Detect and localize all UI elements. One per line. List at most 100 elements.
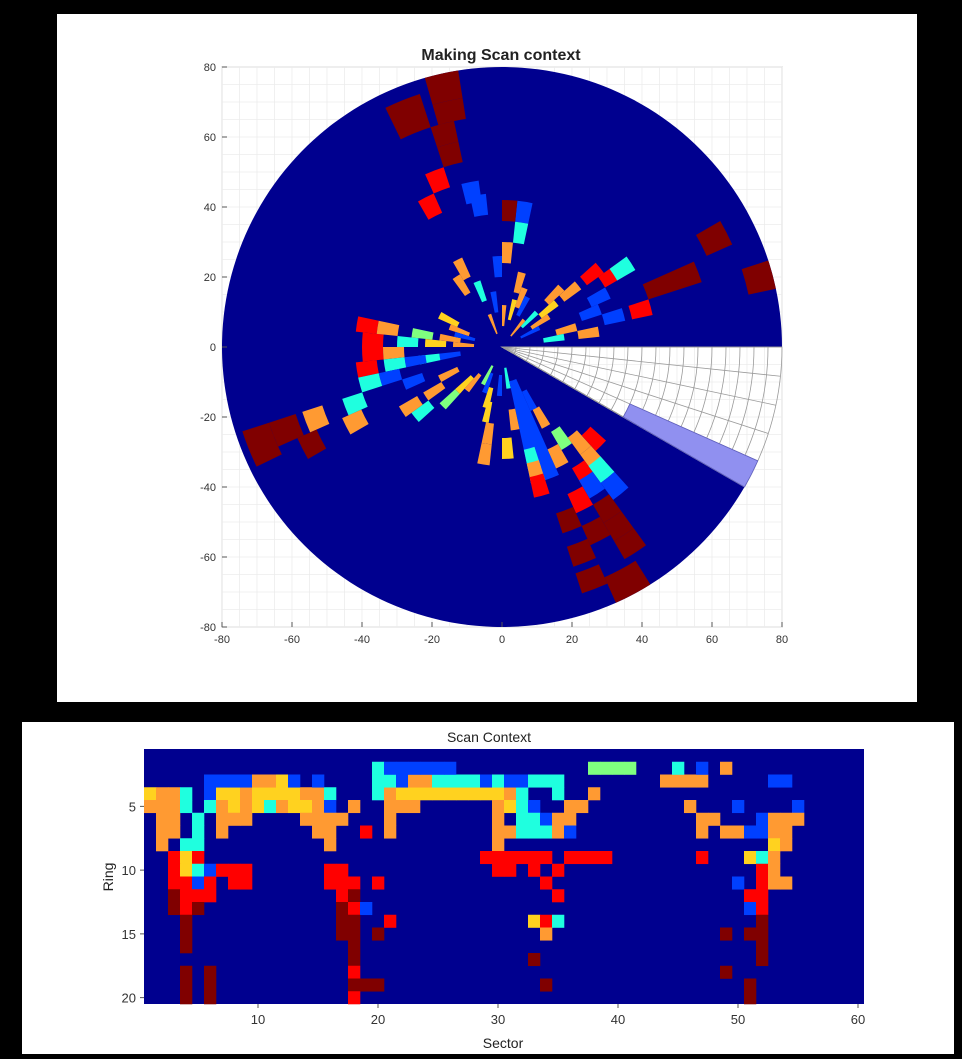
scan-bin bbox=[581, 516, 611, 546]
scan-bin bbox=[342, 409, 369, 435]
heatmap-cell bbox=[168, 851, 181, 865]
scan-bin bbox=[378, 368, 403, 386]
scan-bin bbox=[507, 299, 518, 321]
scan-bin bbox=[578, 304, 602, 322]
heatmap-cell bbox=[372, 978, 385, 992]
x-tick-label: -80 bbox=[214, 634, 230, 646]
scan-bin bbox=[383, 357, 407, 372]
wedge-spoke bbox=[501, 346, 769, 434]
heatmap-cell bbox=[192, 812, 205, 826]
heatmap-cell bbox=[336, 914, 349, 928]
heatmap-cell bbox=[396, 800, 409, 814]
heatmap-cell bbox=[240, 800, 253, 814]
heatmap-y-tick-label: 20 bbox=[122, 991, 136, 1006]
heatmap-cell bbox=[348, 876, 361, 890]
heatmap-cell bbox=[348, 978, 361, 992]
heatmap-cell bbox=[204, 889, 217, 903]
heatmap-cell bbox=[384, 800, 397, 814]
scan-bin bbox=[455, 375, 474, 394]
heatmap-cell bbox=[168, 889, 181, 903]
scan-bin bbox=[559, 281, 582, 302]
heatmap-cell bbox=[768, 851, 781, 865]
wedge-spoke bbox=[501, 346, 781, 377]
scan-bin bbox=[398, 396, 423, 417]
heatmap-cell bbox=[780, 825, 793, 839]
scan-bin bbox=[504, 367, 511, 389]
heatmap-x-tick-label: 10 bbox=[251, 1012, 265, 1027]
heatmap-cell bbox=[348, 940, 361, 954]
heatmap-cell bbox=[516, 787, 529, 801]
heatmap-cell bbox=[240, 812, 253, 826]
heatmap-cell bbox=[216, 812, 229, 826]
heatmap-cell bbox=[348, 889, 361, 903]
scan-bin bbox=[543, 333, 565, 343]
heatmap-cell bbox=[420, 761, 433, 775]
heatmap-cell bbox=[372, 876, 385, 890]
heatmap-cell bbox=[744, 825, 757, 839]
scan-bin bbox=[448, 324, 471, 337]
heatmap-cell bbox=[276, 787, 289, 801]
heatmap-cell bbox=[660, 774, 673, 788]
scan-bin bbox=[461, 180, 482, 205]
heatmap-cell bbox=[384, 914, 397, 928]
scan-bin bbox=[544, 284, 565, 305]
heatmap-cell bbox=[300, 800, 313, 814]
heatmap-cell bbox=[504, 863, 517, 877]
y-tick-label: 40 bbox=[204, 202, 216, 214]
heatmap-cell bbox=[504, 774, 517, 788]
heatmap-cell bbox=[456, 787, 469, 801]
heatmap-cell bbox=[744, 927, 757, 941]
scan-bin bbox=[529, 473, 550, 498]
heatmap-title: Scan Context bbox=[447, 729, 531, 745]
x-tick-label: 80 bbox=[776, 634, 788, 646]
scan-bin bbox=[604, 560, 651, 603]
heatmap-cell bbox=[228, 876, 241, 890]
heatmap-cell bbox=[576, 800, 589, 814]
heatmap-cell bbox=[348, 902, 361, 916]
heatmap-cell bbox=[528, 800, 541, 814]
heatmap-cell bbox=[540, 978, 553, 992]
scan-bin bbox=[509, 378, 559, 484]
heatmap-cell bbox=[528, 851, 541, 865]
heatmap-cell bbox=[744, 991, 757, 1005]
heatmap-cell bbox=[156, 812, 169, 826]
heatmap-cell bbox=[588, 851, 601, 865]
heatmap-cell bbox=[276, 800, 289, 814]
heatmap-cell bbox=[684, 800, 697, 814]
heatmap-cell bbox=[444, 774, 457, 788]
heatmap-xlabel: Sector bbox=[483, 1035, 524, 1051]
heatmap-cell bbox=[240, 774, 253, 788]
scan-bin bbox=[580, 262, 604, 286]
scan-bin bbox=[601, 308, 626, 326]
heatmap-cell bbox=[528, 825, 541, 839]
heatmap-cell bbox=[720, 825, 733, 839]
y-tick-label: -20 bbox=[200, 412, 216, 424]
scan-bin bbox=[437, 141, 463, 168]
y-tick-label: -80 bbox=[200, 622, 216, 634]
scan-bin bbox=[593, 494, 622, 523]
heatmap-x-tick-label: 40 bbox=[611, 1012, 625, 1027]
heatmap-cell bbox=[480, 774, 493, 788]
scan-bin bbox=[439, 351, 461, 361]
heatmap-cell bbox=[792, 812, 805, 826]
heatmap-cell bbox=[372, 787, 385, 801]
scan-bin bbox=[695, 221, 733, 256]
heatmap-cell bbox=[516, 812, 529, 826]
heatmap-cell bbox=[216, 774, 229, 788]
heatmap-cell bbox=[744, 889, 757, 903]
scan-bin bbox=[521, 389, 537, 411]
heatmap-cell bbox=[192, 851, 205, 865]
heatmap-cell bbox=[468, 774, 481, 788]
scan-bin bbox=[376, 320, 400, 337]
heatmap-cell bbox=[228, 863, 241, 877]
heatmap-x-tick-label: 20 bbox=[371, 1012, 385, 1027]
scan-bin bbox=[492, 256, 502, 278]
heatmap-cell bbox=[696, 774, 709, 788]
heatmap-cell bbox=[480, 787, 493, 801]
heatmap-y-tick-label: 10 bbox=[122, 863, 136, 878]
x-tick-label: 0 bbox=[499, 634, 505, 646]
scan-bin bbox=[362, 347, 384, 362]
heatmap-cell bbox=[204, 800, 217, 814]
scan-bin bbox=[385, 94, 431, 140]
y-tick-label: -60 bbox=[200, 552, 216, 564]
